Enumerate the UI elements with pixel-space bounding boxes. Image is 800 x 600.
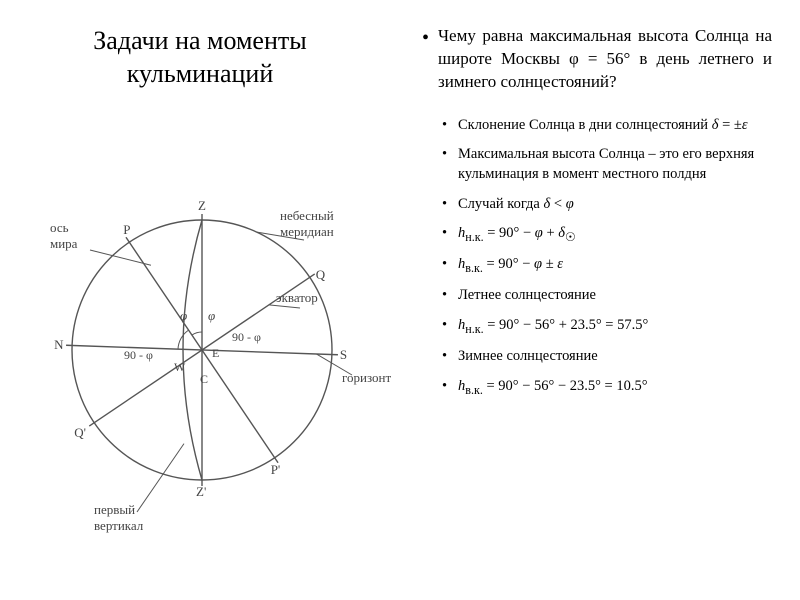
label-Z: Z	[198, 198, 206, 214]
label-P: P	[123, 222, 130, 238]
label-Pp: P'	[271, 462, 281, 478]
left-column: Задачи на моменты кульминаций	[0, 0, 400, 600]
label-horizon: горизонт	[342, 370, 391, 386]
label-first-vertical: первыйвертикал	[94, 502, 143, 534]
label-S: S	[340, 347, 347, 363]
label-E: E	[212, 346, 219, 361]
angle-arc-1	[192, 332, 202, 335]
label-Zp: Z'	[196, 484, 206, 500]
bullet-item: Максимальная высота Солнца – это его вер…	[458, 145, 772, 184]
celestial-sphere-diagram: Z Z' N S P P' Q Q' E W C осьмира небесны…	[42, 150, 362, 570]
label-world-axis: осьмира	[50, 220, 77, 252]
question-text: Чему равна максимальная высота Солнца на…	[418, 25, 772, 94]
bullet-item: hн.к. = 90° − φ + δ☉	[458, 224, 772, 245]
bullet-item: hв.к. = 90° − φ ± ε	[458, 255, 772, 276]
angle-phi-2: φ	[208, 308, 215, 324]
right-column: Чему равна максимальная высота Солнца на…	[400, 0, 800, 600]
angle-comp-2: 90 - φ	[232, 330, 261, 345]
angle-phi-1: φ	[180, 308, 187, 324]
label-Qp: Q'	[74, 425, 86, 441]
bullet-item: Зимнее солнцестояние	[458, 347, 772, 367]
label-equator: экватор	[276, 290, 318, 306]
label-C: C	[200, 372, 208, 387]
bullet-list: Склонение Солнца в дни солнцестояний δ =…	[418, 94, 772, 398]
angle-comp-1: 90 - φ	[124, 348, 153, 363]
bullet-item: Случай когда δ < φ	[458, 195, 772, 215]
bullet-item: Склонение Солнца в дни солнцестояний δ =…	[458, 116, 772, 136]
bullet-item: hн.к. = 90° − 56° + 23.5° = 57.5°	[458, 316, 772, 337]
label-N: N	[54, 337, 63, 353]
label-Q: Q	[316, 267, 325, 283]
label-W: W	[174, 360, 185, 375]
page-title: Задачи на моменты кульминаций	[0, 0, 400, 90]
label-meridian: небесныймеридиан	[280, 208, 334, 240]
bullet-item: Летнее солнцестояние	[458, 286, 772, 306]
bullet-item: hв.к. = 90° − 56° − 23.5° = 10.5°	[458, 377, 772, 398]
arrow-world-axis	[90, 250, 151, 265]
